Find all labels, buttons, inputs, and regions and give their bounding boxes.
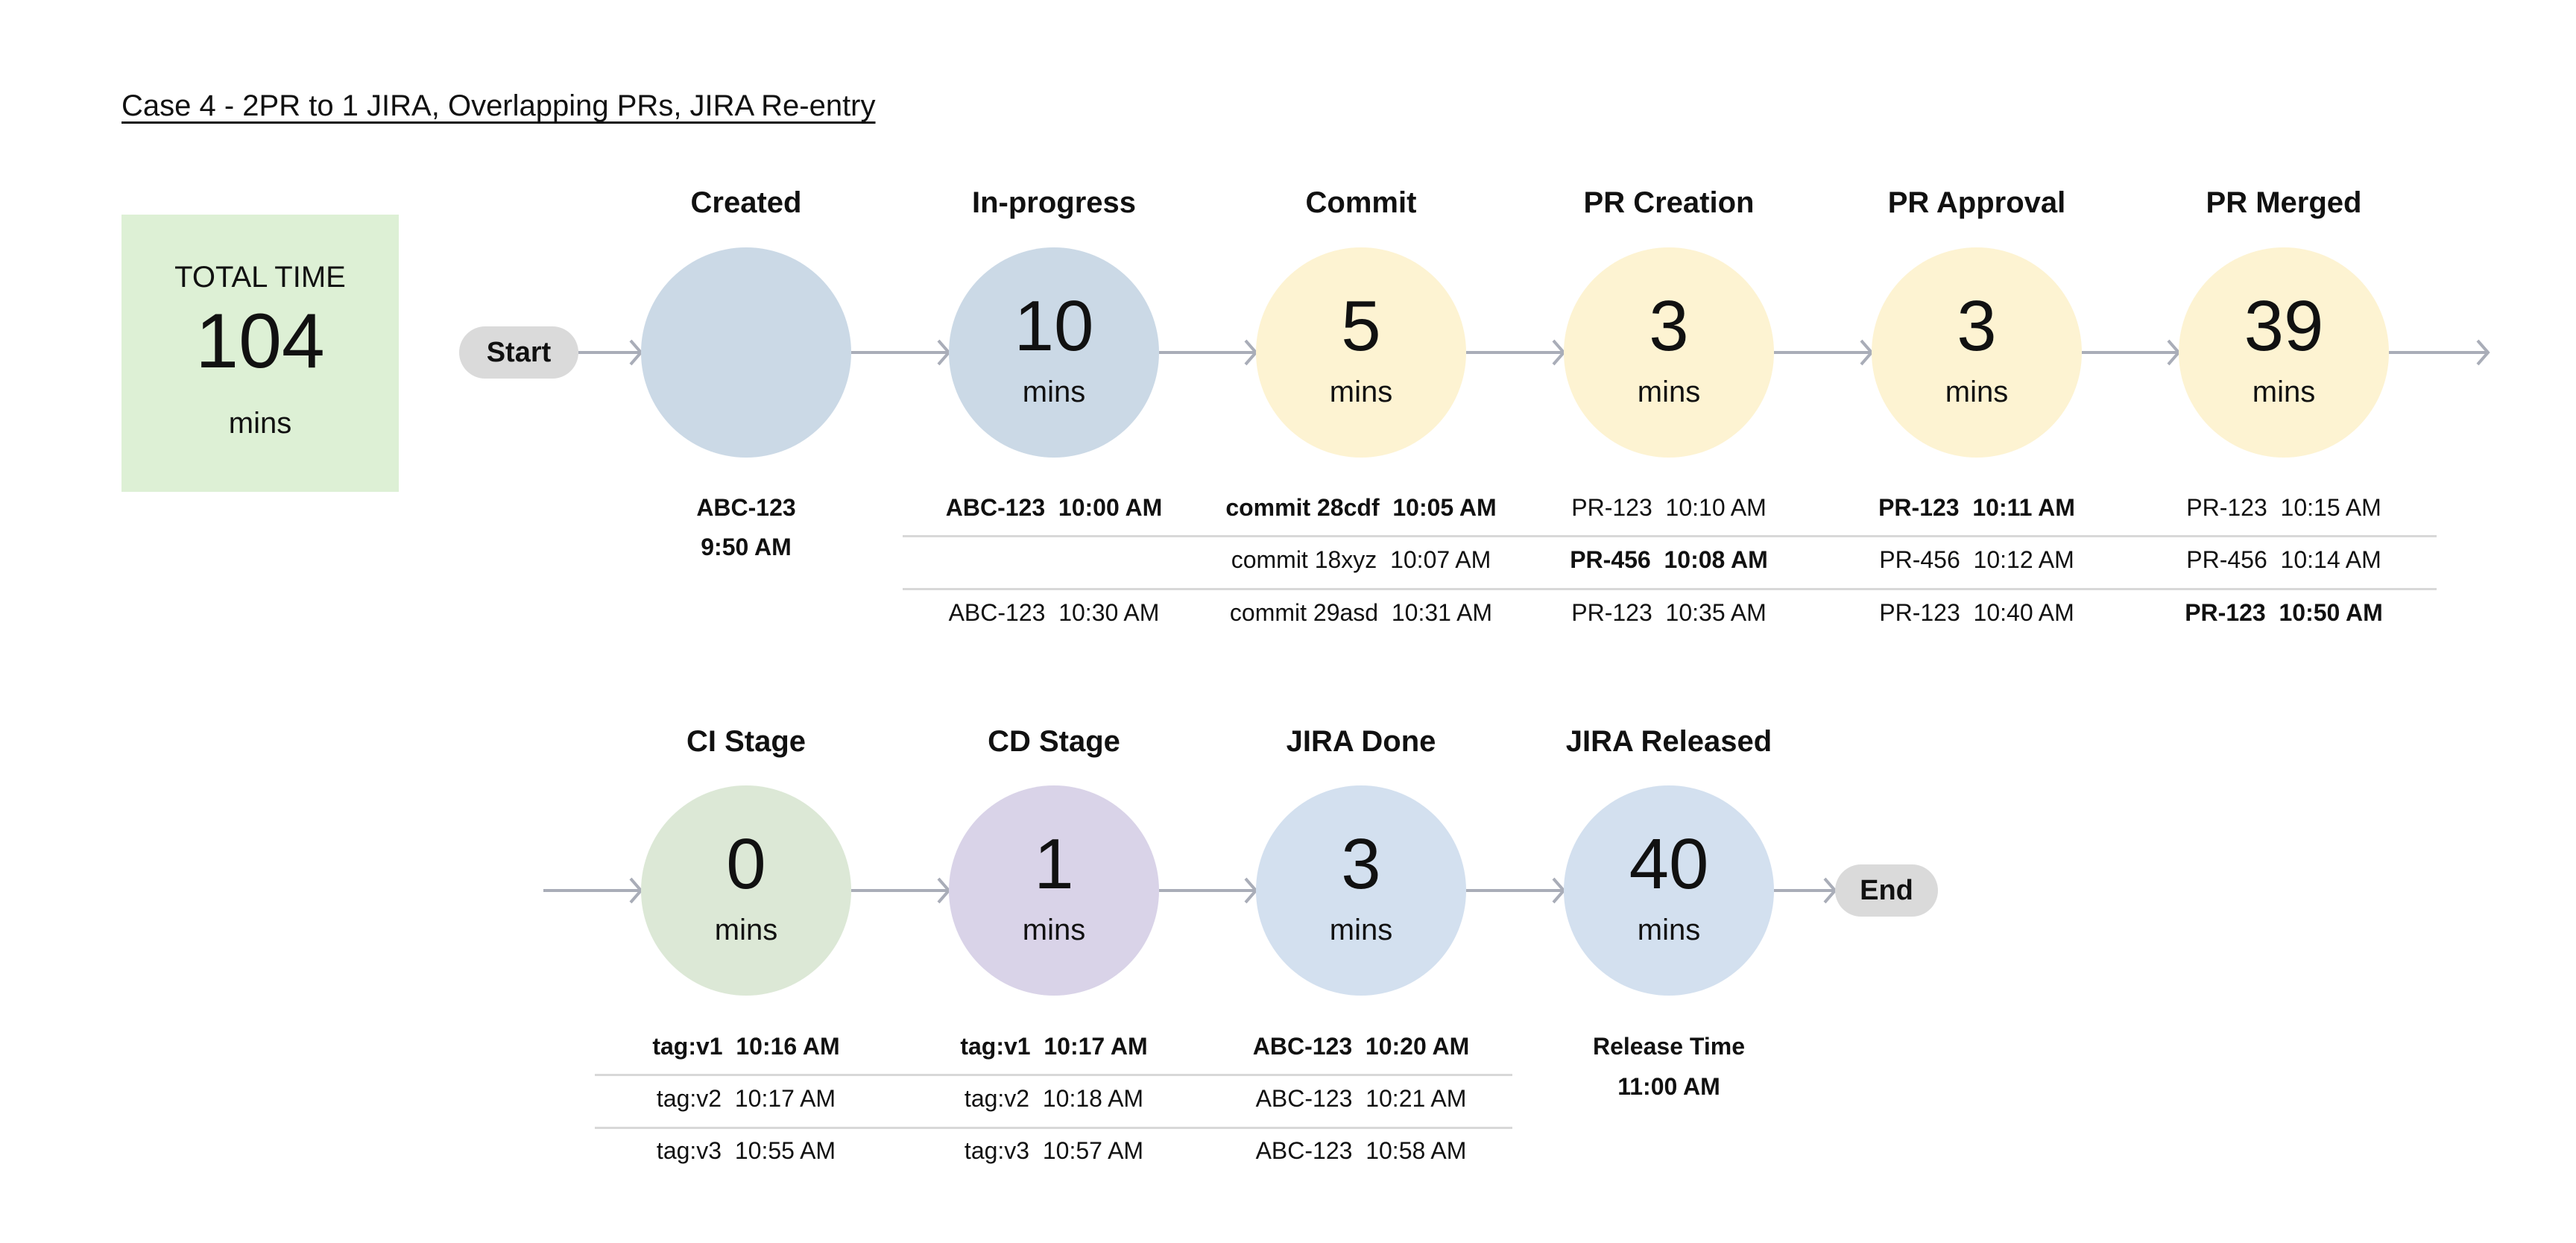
flow-arrow — [1774, 339, 1874, 366]
stage-label-pr-merged: PR Merged — [2206, 186, 2362, 219]
flow-arrow — [2389, 339, 2490, 366]
end-node: End — [1835, 864, 1938, 917]
flow-arrow — [851, 339, 951, 366]
stage-label-pr-approval: PR Approval — [1887, 186, 2066, 219]
stage-circle-created — [641, 247, 851, 458]
stage-event: tag:v1 10:16 AM — [652, 1033, 840, 1060]
stage-event: PR-123 10:40 AM — [1879, 599, 2074, 626]
stage-label-ci-stage: CI Stage — [686, 725, 806, 758]
stage-event: Release Time — [1593, 1033, 1745, 1060]
total-time-label: TOTAL TIME — [174, 261, 346, 294]
stage-event: commit 29asd 10:31 AM — [1229, 599, 1493, 626]
flow-arrow — [2082, 339, 2181, 366]
stage-event: commit 18xyz 10:07 AM — [1231, 546, 1491, 573]
row-separator — [903, 588, 2437, 590]
stage-label-in-progress: In-progress — [971, 186, 1137, 219]
stage-event: ABC-123 10:30 AM — [948, 599, 1160, 626]
stage-duration-unit: mins — [1637, 376, 1701, 408]
stage-duration-value: 3 — [1341, 824, 1381, 904]
stage-event: PR-123 10:35 AM — [1571, 599, 1767, 626]
total-time-value: 104 — [195, 298, 325, 385]
stage-event: PR-123 10:11 AM — [1878, 494, 2075, 521]
stage-duration-value: 1 — [1034, 824, 1074, 904]
stage-event: ABC-123 10:20 AM — [1252, 1033, 1470, 1060]
flow-arrow — [1466, 339, 1566, 366]
stage-event: ABC-123 10:00 AM — [945, 494, 1163, 521]
stage-duration-value: 3 — [1957, 286, 1997, 366]
stage-circle-cd-stage: 1 mins — [949, 785, 1159, 996]
stage-duration-unit: mins — [1022, 376, 1086, 408]
row-separator — [595, 1074, 1512, 1076]
stage-event: tag:v1 10:17 AM — [960, 1033, 1148, 1060]
stage-duration-value: 3 — [1649, 286, 1689, 366]
stage-event: PR-123 10:50 AM — [2185, 599, 2383, 626]
stage-circle-jira-done: 3 mins — [1256, 785, 1466, 996]
stage-duration-unit: mins — [1945, 376, 2009, 408]
stage-label-jira-released: JIRA Released — [1565, 725, 1772, 758]
stage-event: commit 28cdf 10:05 AM — [1225, 494, 1497, 521]
stage-event: PR-456 10:14 AM — [2186, 546, 2381, 573]
stage-circle-ci-stage: 0 mins — [641, 785, 851, 996]
stage-duration-value: 40 — [1629, 824, 1709, 904]
stage-circle-in-progress: 10 mins — [949, 247, 1159, 458]
stage-duration-unit: mins — [1637, 914, 1701, 946]
stage-circle-pr-creation: 3 mins — [1564, 247, 1774, 458]
stage-circle-commit: 5 mins — [1256, 247, 1466, 458]
flow-arrow — [1774, 877, 1837, 904]
stage-event: tag:v3 10:57 AM — [964, 1137, 1144, 1164]
flow-arrow — [1159, 339, 1258, 366]
flow-arrow — [578, 339, 643, 366]
stage-circle-pr-merged: 39 mins — [2179, 247, 2389, 458]
stage-event: ABC-123 10:58 AM — [1255, 1137, 1467, 1164]
total-time-card: TOTAL TIME 104 mins — [121, 215, 399, 492]
stage-event: tag:v2 10:17 AM — [656, 1085, 836, 1112]
stage-duration-value: 10 — [1014, 286, 1094, 366]
stage-duration-value: 0 — [726, 824, 766, 904]
flow-arrow — [851, 877, 951, 904]
stage-event: PR-456 10:08 AM — [1570, 546, 1768, 573]
stage-duration-unit: mins — [1329, 914, 1393, 946]
total-time-unit: mins — [228, 407, 292, 440]
row-separator — [903, 535, 2437, 537]
start-node: Start — [459, 326, 578, 379]
stage-circle-pr-approval: 3 mins — [1872, 247, 2082, 458]
page-title: Case 4 - 2PR to 1 JIRA, Overlapping PRs,… — [121, 89, 876, 122]
stage-duration-unit: mins — [1329, 376, 1393, 408]
stage-duration-unit: mins — [1022, 914, 1086, 946]
stage-duration-value: 5 — [1341, 286, 1381, 366]
stage-duration-unit: mins — [714, 914, 778, 946]
stage-label-created: Created — [690, 186, 802, 219]
stage-event: ABC-123 — [696, 494, 796, 521]
stage-event: PR-123 10:10 AM — [1571, 494, 1767, 521]
stage-event: tag:v2 10:18 AM — [964, 1085, 1144, 1112]
flow-arrow — [543, 877, 643, 904]
stage-duration-unit: mins — [2252, 376, 2316, 408]
stage-label-commit: Commit — [1305, 186, 1417, 219]
flow-arrow — [1466, 877, 1566, 904]
stage-duration-value: 39 — [2244, 286, 2324, 366]
stage-event: ABC-123 10:21 AM — [1255, 1085, 1467, 1112]
stage-event: tag:v3 10:55 AM — [656, 1137, 836, 1164]
stage-label-jira-done: JIRA Done — [1286, 725, 1436, 758]
stage-event: PR-456 10:12 AM — [1879, 546, 2074, 573]
stage-label-pr-creation: PR Creation — [1583, 186, 1755, 219]
stage-event: 9:50 AM — [701, 534, 792, 560]
stage-label-cd-stage: CD Stage — [988, 725, 1120, 758]
stage-circle-jira-released: 40 mins — [1564, 785, 1774, 996]
flow-arrow — [1159, 877, 1258, 904]
stage-event: PR-123 10:15 AM — [2186, 494, 2381, 521]
row-separator — [595, 1127, 1512, 1129]
stage-event: 11:00 AM — [1617, 1073, 1720, 1100]
